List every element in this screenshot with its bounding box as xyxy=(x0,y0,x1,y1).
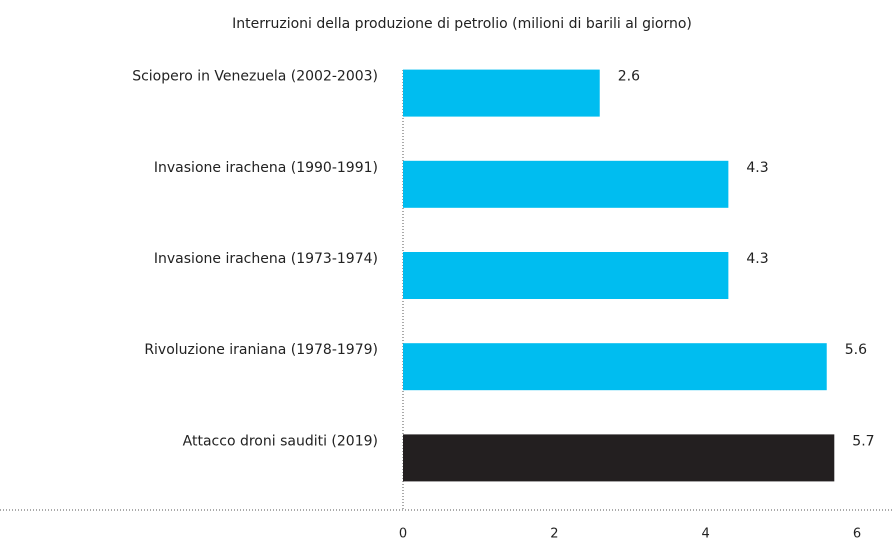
bar xyxy=(403,343,827,391)
bar xyxy=(403,160,729,208)
y-tick-label: Invasione irachena (1973-1974) xyxy=(154,251,378,267)
x-tick-label: 6 xyxy=(853,527,861,542)
x-tick-label: 2 xyxy=(550,527,558,542)
value-label: 2.6 xyxy=(618,69,640,85)
value-label: 4.3 xyxy=(746,251,768,267)
y-tick-label: Attacco droni sauditi (2019) xyxy=(183,433,378,449)
chart-title: Interruzioni della produzione di petroli… xyxy=(232,16,692,32)
y-tick-label: Rivoluzione iraniana (1978-1979) xyxy=(144,342,378,358)
value-label: 4.3 xyxy=(746,160,768,176)
x-tick-label: 4 xyxy=(702,527,710,542)
bar xyxy=(403,252,729,299)
value-label: 5.7 xyxy=(852,433,874,449)
x-tick-label: 0 xyxy=(399,527,407,542)
y-tick-label: Sciopero in Venezuela (2002-2003) xyxy=(132,69,378,85)
y-tick-label: Invasione irachena (1990-1991) xyxy=(154,160,378,176)
bar xyxy=(403,434,835,482)
bar xyxy=(403,69,600,117)
value-label: 5.6 xyxy=(845,342,867,358)
